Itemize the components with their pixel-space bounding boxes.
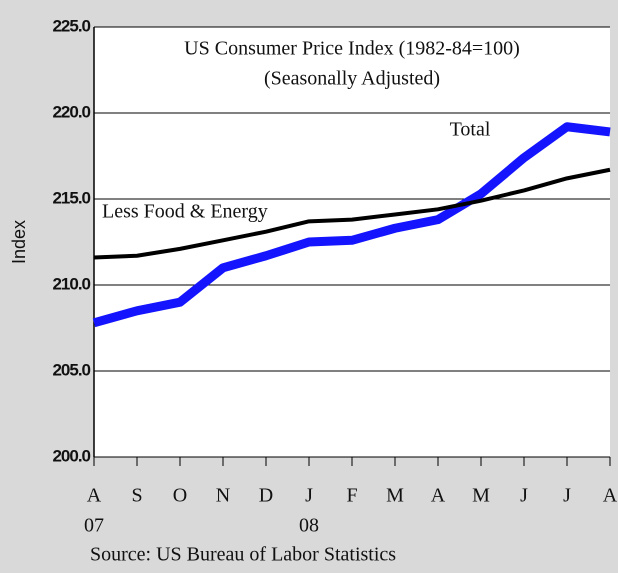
x-tick-label: O [173, 485, 187, 507]
source: Source: US Bureau of Labor Statistics [90, 544, 396, 566]
y-tick-label: 215.0 [52, 188, 90, 207]
y-tick-label: 210.0 [52, 274, 90, 293]
x-tick-label: N [216, 485, 230, 507]
chart-title: US Consumer Price Index (1982-84=100) [184, 38, 520, 60]
y-tick-label: 220.0 [52, 102, 90, 121]
chart-subtitle: (Seasonally Adjusted) [264, 68, 440, 90]
x-tick-label: D [259, 485, 273, 507]
x-tick-label: J [563, 485, 571, 507]
x-tick-label: A [603, 485, 618, 507]
y-tick-label: 200.0 [52, 446, 90, 465]
x-tick-label: J [520, 485, 528, 507]
series-label: Less Food & Energy [102, 201, 268, 223]
line-series [93, 167, 611, 260]
y-tick-label: 225.0 [52, 16, 90, 35]
x-year-label: 08 [299, 515, 319, 537]
x-tick-label: A [431, 485, 446, 507]
y-tick-label: 205.0 [52, 360, 90, 379]
x-tick-label: S [131, 485, 142, 507]
x-tick-label: J [305, 485, 313, 507]
x-year-label: 07 [84, 515, 104, 537]
x-tick-label: F [346, 485, 357, 507]
y-axis-label: Index [9, 220, 29, 264]
x-tick-label: M [386, 485, 404, 507]
x-tick-label: M [472, 485, 490, 507]
series-label: Total [450, 119, 491, 141]
x-tick-label: A [87, 485, 102, 507]
line-series [92, 122, 611, 328]
